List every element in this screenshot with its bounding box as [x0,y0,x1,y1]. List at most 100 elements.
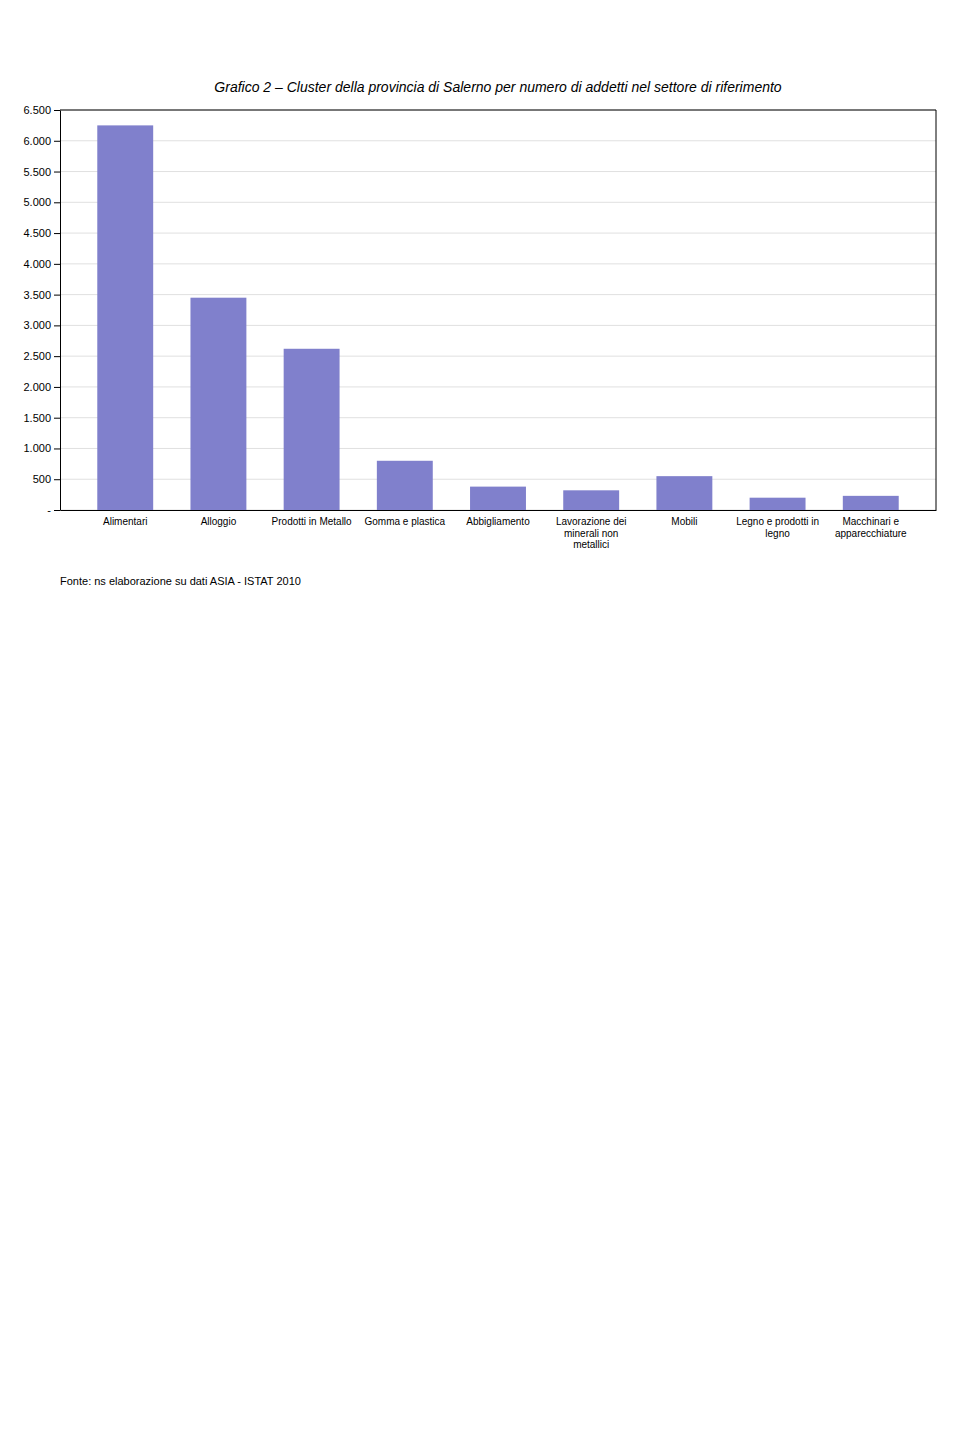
y-tick: 2.500 [23,350,60,362]
y-tick: - [47,504,60,516]
x-tick-label: Abbigliamento [466,516,530,527]
y-axis-line [60,111,61,511]
y-tick-label: 1.500 [23,412,51,424]
grid-line [60,263,936,264]
x-tick-label-line: Prodotti in Metallo [272,516,352,527]
y-tick-mark [54,110,60,111]
x-tick: Legno e prodotti inlegno [736,516,819,539]
grid-line [60,171,936,172]
bar [97,125,153,510]
bar [843,496,899,510]
y-axis: - 500 1.000 1.500 2.000 2.500 3.000 3.500 4.000 4… [23,104,60,516]
y-tick-mark [54,448,60,449]
grid-line [60,294,936,295]
y-tick-label: 3.000 [23,319,51,331]
bar [284,349,340,510]
x-tick-label-line: Mobili [671,516,697,527]
x-tick-label-line: Alimentari [103,516,147,527]
y-tick: 4.500 [23,227,60,239]
x-tick-label-line: Alloggio [201,516,237,527]
y-tick-label: 2.500 [23,350,51,362]
y-tick-mark [54,479,60,480]
x-tick-label: Macchinari eapparecchiature [835,516,907,539]
title: Grafico 2 – Cluster della provincia di S… [214,79,782,95]
x-tick: Gomma e plastica [365,516,446,527]
y-tick-label: 3.500 [23,289,51,301]
x-tick-label-line: Abbigliamento [466,516,530,527]
grid-line [60,110,936,111]
x-tick: Alimentari [103,516,147,527]
y-tick: 2.000 [23,381,60,393]
x-tick: Prodotti in Metallo [272,516,352,527]
y-tick: 5.500 [23,166,60,178]
x-tick: Lavorazione deiminerali nonmetallici [556,516,627,550]
x-tick: Mobili [671,516,697,527]
y-tick-label: 6.000 [23,135,51,147]
y-tick-label: 1.000 [23,442,51,454]
y-tick-mark [54,295,60,296]
y-tick-label: 4.500 [23,227,51,239]
x-axis: Alimentari Alloggio Prodotti in Metallo Gom… [61,511,937,551]
source: Fonte: ns elaborazione su dati ASIA - IS… [60,575,301,587]
y-tick-mark [54,202,60,203]
y-tick-mark [54,418,60,419]
bar [750,498,806,510]
chart: - 500 1.000 1.500 2.000 2.500 3.000 3.500 4.000 4… [0,0,960,1440]
y-tick-label: 5.500 [23,166,51,178]
y-tick: 3.500 [23,289,60,301]
y-tick-mark [54,325,60,326]
y-tick: 500 [33,473,60,485]
y-tick-mark [54,510,60,511]
y-tick-mark [54,141,60,142]
x-tick-label: Alloggio [201,516,237,527]
y-tick: 1.500 [23,412,60,424]
y-tick: 3.000 [23,319,60,331]
x-tick-label-line: apparecchiature [835,528,907,539]
bars [97,125,898,510]
y-tick: 6.000 [23,135,60,147]
grid-line [60,140,936,141]
y-tick: 5.000 [23,196,60,208]
x-tick-label: Alimentari [103,516,147,527]
y-tick-label: 6.500 [23,104,51,116]
x-tick-label: Mobili [671,516,697,527]
x-tick-label: Lavorazione deiminerali nonmetallici [556,516,627,550]
x-tick: Macchinari eapparecchiature [835,516,907,539]
y-tick-mark [54,387,60,388]
frame-right [936,110,937,510]
x-tick-label-line: Lavorazione dei [556,516,627,527]
x-tick-label-line: Macchinari e [842,516,899,527]
bar [190,298,246,510]
y-tick-label: - [47,504,51,516]
frame-top [60,110,936,111]
bar [470,487,526,510]
grid [60,110,936,510]
x-tick-label-line: minerali non [564,528,618,539]
y-tick-label: 5.000 [23,196,51,208]
y-tick-mark [54,264,60,265]
y-tick-mark [54,233,60,234]
x-tick-label-line: Gomma e plastica [365,516,446,527]
bar [377,461,433,510]
x-axis-line [61,510,937,511]
grid-line [60,233,936,234]
x-tick-label-line: legno [765,528,790,539]
x-tick-label-line: Legno e prodotti in [736,516,819,527]
x-tick-label-line: metallici [573,539,609,550]
x-tick: Abbigliamento [466,516,530,527]
y-tick-label: 500 [33,473,51,485]
x-tick-label: Gomma e plastica [365,516,446,527]
bar [656,476,712,510]
x-tick-label: Legno e prodotti inlegno [736,516,819,539]
x-tick-label: Prodotti in Metallo [272,516,352,527]
y-tick-mark [54,356,60,357]
y-tick: 6.500 [23,104,60,116]
y-tick: 1.000 [23,442,60,454]
y-tick-mark [54,172,60,173]
y-tick-label: 2.000 [23,381,51,393]
x-tick: Alloggio [201,516,237,527]
bar [563,490,619,510]
y-tick-label: 4.000 [23,258,51,270]
grid-line [60,202,936,203]
y-tick: 4.000 [23,258,60,270]
